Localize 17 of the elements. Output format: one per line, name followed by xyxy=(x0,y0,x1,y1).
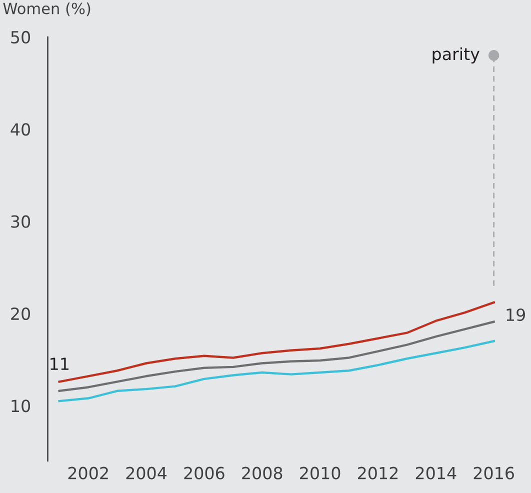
x-tick-label: 2006 xyxy=(184,466,224,480)
y-tick-label: 30 xyxy=(11,215,30,228)
y-tick-label: 40 xyxy=(10,123,30,136)
y-tick-label: 20 xyxy=(11,307,30,320)
x-tick-label: 2016 xyxy=(474,466,514,480)
annotation: 19 xyxy=(506,308,525,322)
x-tick-label: 2014 xyxy=(416,466,456,480)
annotation: 11 xyxy=(50,358,68,370)
x-tick-label: 2008 xyxy=(242,466,282,480)
x-tick-label: 2002 xyxy=(68,466,108,480)
y-tick-label: 50 xyxy=(11,30,30,44)
x-tick-label: 2012 xyxy=(358,466,398,480)
x-tick-label: 2010 xyxy=(300,466,340,480)
y-axis-title: Women (%) xyxy=(3,2,90,16)
x-tick-label: 2004 xyxy=(126,466,167,480)
y-tick-label: 10 xyxy=(12,400,30,412)
series-label: parity xyxy=(432,47,480,64)
